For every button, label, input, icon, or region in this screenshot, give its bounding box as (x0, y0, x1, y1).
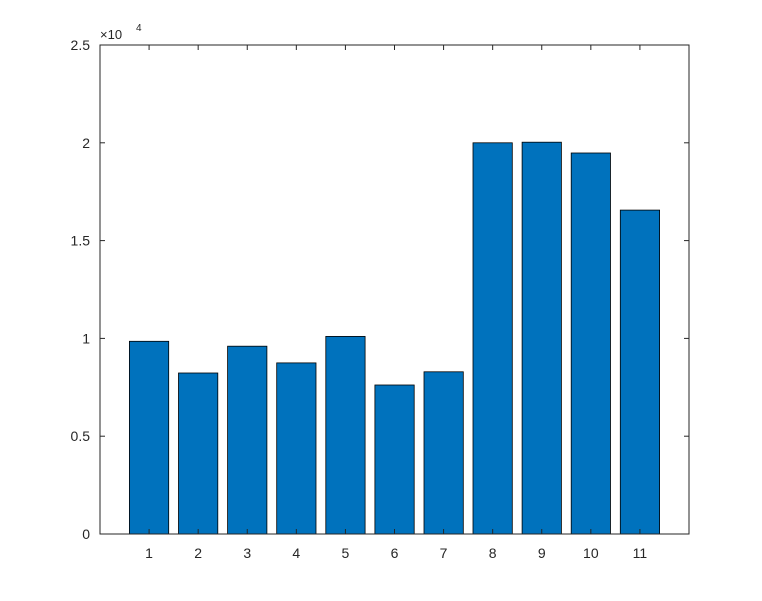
bar-1 (128, 340, 170, 535)
x-tick-label: 7 (440, 545, 448, 561)
x-tick-label: 3 (243, 545, 251, 561)
bar-9 (521, 141, 562, 535)
y-tick-label: 0 (82, 526, 90, 542)
x-tick-label: 2 (194, 545, 202, 561)
x-tick-label: 1 (145, 545, 153, 561)
bars-layer (128, 141, 660, 535)
x-tick-label: 4 (292, 545, 300, 561)
bar-8 (472, 142, 513, 535)
y-exponent-label: ×10 (100, 27, 122, 42)
bar-7 (423, 371, 464, 535)
x-tick-label: 5 (342, 545, 350, 561)
bar-10 (570, 152, 611, 535)
x-tick-label: 9 (538, 545, 546, 561)
x-tick-label: 11 (633, 545, 648, 561)
y-exponent-power: 4 (136, 23, 142, 34)
bar-5 (325, 335, 366, 535)
x-tick-label: 6 (391, 545, 399, 561)
x-tick-label: 10 (583, 545, 599, 561)
y-tick-label: 0.5 (71, 428, 91, 444)
bar-11 (619, 209, 660, 535)
x-tick-label: 8 (489, 545, 497, 561)
y-tick-label: 1.5 (71, 233, 91, 249)
y-tick-label: 2.5 (71, 37, 91, 53)
labels-layer: 1 2 3 4 5 6 7 8 9 10 11 0 0.5 1 1.5 2 2.5 (71, 37, 648, 561)
y-tick-label: 1 (82, 330, 90, 346)
axes-box (99, 44, 690, 535)
bar-3 (227, 345, 268, 535)
bar-4 (276, 362, 317, 535)
bar-2 (178, 372, 219, 535)
bar-6 (374, 384, 415, 535)
y-tick-label: 2 (82, 135, 90, 151)
